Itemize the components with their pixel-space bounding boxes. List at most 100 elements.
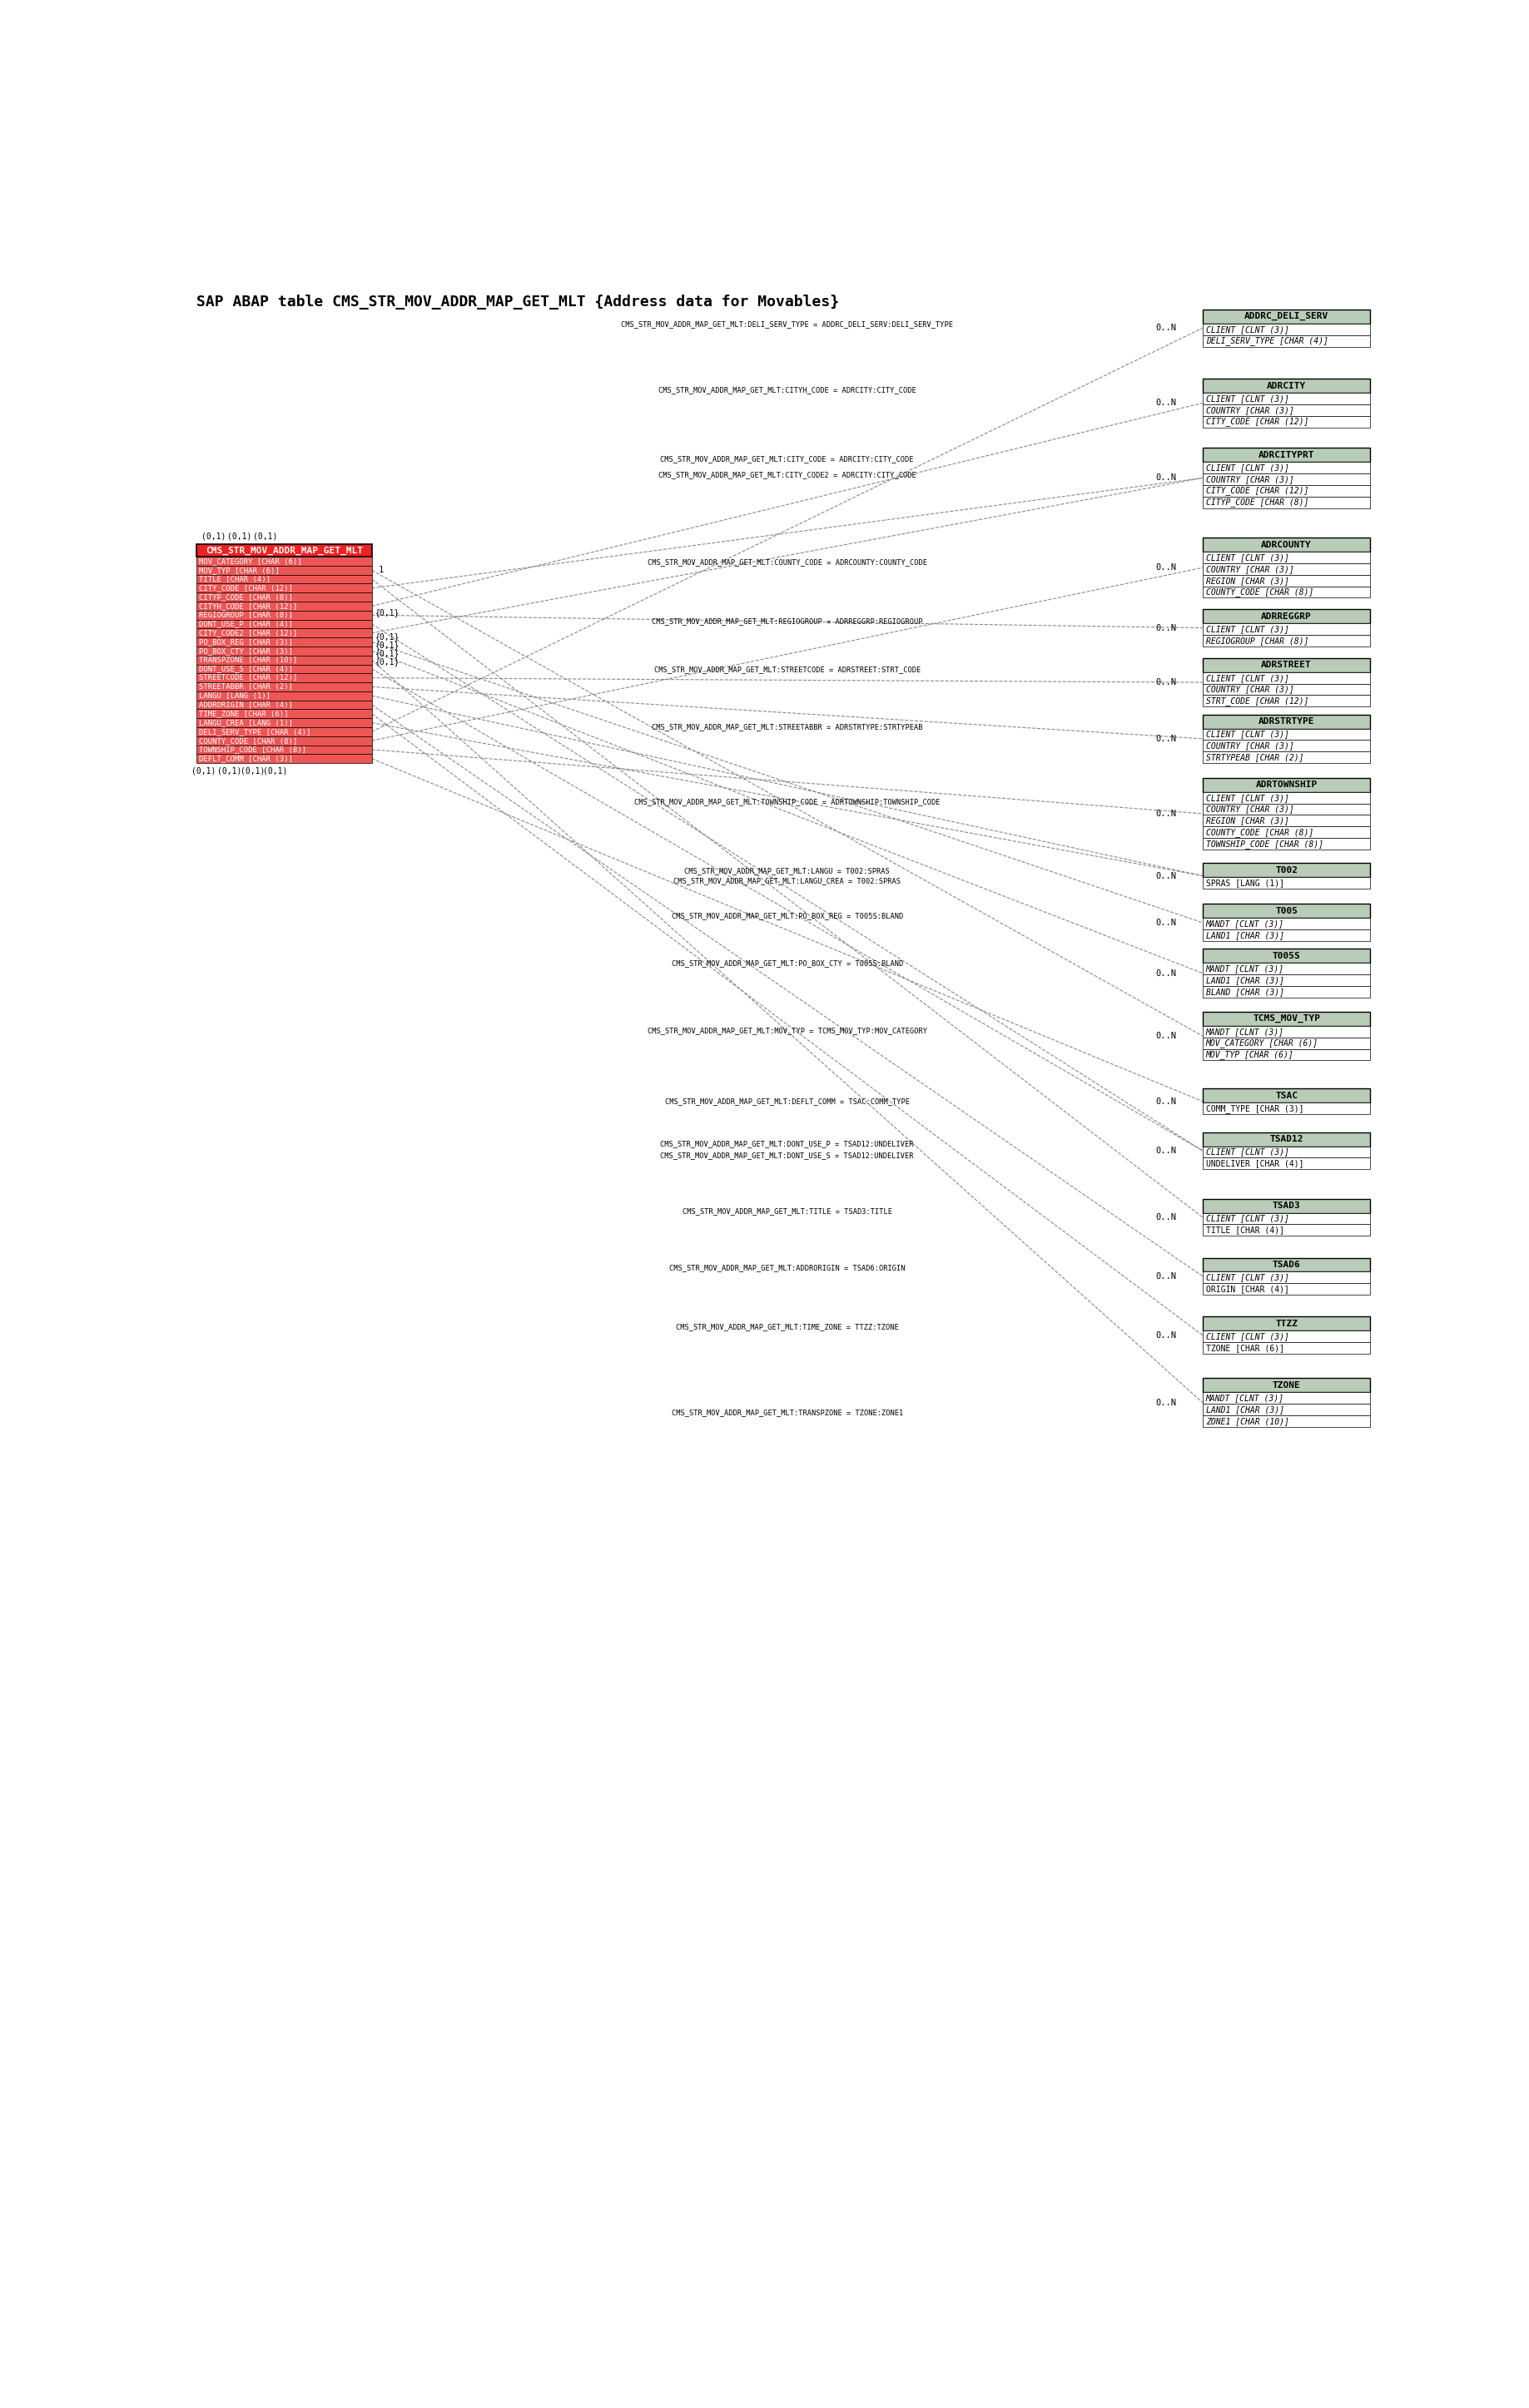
Text: CMS_STR_MOV_ADDR_MAP_GET_MLT:CITY_CODE = ADRCITY:CITY_CODE: CMS_STR_MOV_ADDR_MAP_GET_MLT:CITY_CODE =…: [661, 455, 914, 462]
Bar: [1203, 1214, 1370, 1223]
Text: MANDT [CLNT (3)]: MANDT [CLNT (3)]: [1206, 966, 1284, 973]
Text: 0..N: 0..N: [1156, 1214, 1177, 1221]
Bar: [196, 655, 372, 665]
Text: MANDT [CLNT (3)]: MANDT [CLNT (3)]: [1206, 920, 1284, 927]
Bar: [1203, 751, 1370, 763]
Text: TOWNSHIP_CODE [CHAR (8)]: TOWNSHIP_CODE [CHAR (8)]: [199, 746, 306, 754]
Text: CMS_STR_MOV_ADDR_MAP_GET_MLT:PO_BOX_CTY = T005S:BLAND: CMS_STR_MOV_ADDR_MAP_GET_MLT:PO_BOX_CTY …: [671, 958, 904, 966]
Text: ADRCOUNTY: ADRCOUNTY: [1261, 539, 1312, 549]
Text: TZONE [CHAR (6)]: TZONE [CHAR (6)]: [1206, 1344, 1284, 1353]
Text: REGIOGROUP [CHAR (8)]: REGIOGROUP [CHAR (8)]: [1206, 636, 1309, 645]
Bar: [1203, 496, 1370, 508]
Bar: [196, 674, 372, 681]
Text: ADDRORIGIN [CHAR (4)]: ADDRORIGIN [CHAR (4)]: [199, 701, 294, 708]
Bar: [1203, 696, 1370, 706]
Bar: [1203, 323, 1370, 335]
Text: MANDT [CLNT (3)]: MANDT [CLNT (3)]: [1206, 1028, 1284, 1035]
Bar: [196, 544, 372, 556]
Bar: [196, 556, 372, 566]
Text: CMS_STR_MOV_ADDR_MAP_GET_MLT:LANGU = T002:SPRAS: CMS_STR_MOV_ADDR_MAP_GET_MLT:LANGU = T00…: [685, 867, 890, 874]
Text: CLIENT [CLNT (3)]: CLIENT [CLNT (3)]: [1206, 395, 1289, 402]
Bar: [196, 576, 372, 583]
Bar: [1203, 949, 1370, 963]
Bar: [1203, 1103, 1370, 1115]
Bar: [196, 744, 372, 754]
Bar: [196, 754, 372, 763]
Bar: [1203, 417, 1370, 426]
Text: COMM_TYPE [CHAR (3)]: COMM_TYPE [CHAR (3)]: [1206, 1103, 1304, 1112]
Text: CLIENT [CLNT (3)]: CLIENT [CLNT (3)]: [1206, 1274, 1289, 1281]
Text: STREETCODE [CHAR (12)]: STREETCODE [CHAR (12)]: [199, 674, 297, 681]
Text: LANGU_CREA [LANG (1)]: LANGU_CREA [LANG (1)]: [199, 720, 294, 727]
Bar: [1203, 684, 1370, 696]
Text: COUNTY_CODE [CHAR (8)]: COUNTY_CODE [CHAR (8)]: [1206, 588, 1313, 597]
Text: T002: T002: [1275, 867, 1298, 874]
Bar: [196, 718, 372, 727]
Text: CMS_STR_MOV_ADDR_MAP_GET_MLT:DEFLT_COMM = TSAC:COMM_TYPE: CMS_STR_MOV_ADDR_MAP_GET_MLT:DEFLT_COMM …: [665, 1098, 910, 1105]
Text: CMS_STR_MOV_ADDR_MAP_GET_MLT:MOV_TYP = TCMS_MOV_TYP:MOV_CATEGORY: CMS_STR_MOV_ADDR_MAP_GET_MLT:MOV_TYP = T…: [647, 1028, 927, 1035]
Bar: [1203, 1271, 1370, 1283]
Text: CITYP_CODE [CHAR (8)]: CITYP_CODE [CHAR (8)]: [1206, 498, 1309, 506]
Text: TZONE: TZONE: [1272, 1382, 1301, 1389]
Bar: [1203, 1392, 1370, 1404]
Text: CITY_CODE [CHAR (12)]: CITY_CODE [CHAR (12)]: [199, 585, 294, 592]
Bar: [1203, 335, 1370, 347]
Bar: [1203, 551, 1370, 563]
Text: CLIENT [CLNT (3)]: CLIENT [CLNT (3)]: [1206, 465, 1289, 472]
Text: COUNTRY [CHAR (3)]: COUNTRY [CHAR (3)]: [1206, 804, 1294, 814]
Text: TCMS_MOV_TYP: TCMS_MOV_TYP: [1252, 1014, 1320, 1023]
Text: TTZZ: TTZZ: [1275, 1320, 1298, 1327]
Text: COUNTRY [CHAR (3)]: COUNTRY [CHAR (3)]: [1206, 742, 1294, 749]
Text: STREETABBR [CHAR (2)]: STREETABBR [CHAR (2)]: [199, 684, 294, 691]
Bar: [1203, 462, 1370, 474]
Text: {0,1}: {0,1}: [375, 631, 399, 641]
Text: T005: T005: [1275, 908, 1298, 915]
Text: SPRAS [LANG (1)]: SPRAS [LANG (1)]: [1206, 879, 1284, 886]
Text: (0,1): (0,1): [217, 766, 242, 775]
Text: MOV_CATEGORY [CHAR (6)]: MOV_CATEGORY [CHAR (6)]: [1206, 1038, 1318, 1047]
Bar: [1203, 657, 1370, 672]
Text: COUNTRY [CHAR (3)]: COUNTRY [CHAR (3)]: [1206, 686, 1294, 694]
Text: 0..N: 0..N: [1156, 1399, 1177, 1406]
Text: CMS_STR_MOV_ADDR_MAP_GET_MLT:TITLE = TSAD3:TITLE: CMS_STR_MOV_ADDR_MAP_GET_MLT:TITLE = TSA…: [682, 1209, 891, 1216]
Bar: [196, 619, 372, 628]
Text: 0..N: 0..N: [1156, 624, 1177, 631]
Bar: [1203, 624, 1370, 636]
Text: CMS_STR_MOV_ADDR_MAP_GET_MLT:CITYH_CODE = ADRCITY:CITY_CODE: CMS_STR_MOV_ADDR_MAP_GET_MLT:CITYH_CODE …: [659, 385, 916, 393]
Bar: [196, 638, 372, 645]
Text: (0,1): (0,1): [191, 766, 216, 775]
Text: TSAD12: TSAD12: [1269, 1134, 1303, 1144]
Text: STRTYPEAB [CHAR (2)]: STRTYPEAB [CHAR (2)]: [1206, 754, 1304, 761]
Bar: [1203, 576, 1370, 585]
Text: TSAD6: TSAD6: [1272, 1259, 1301, 1269]
Text: LAND1 [CHAR (3)]: LAND1 [CHAR (3)]: [1206, 975, 1284, 985]
Text: ADDRC_DELI_SERV: ADDRC_DELI_SERV: [1245, 313, 1329, 320]
Text: COUNTY_CODE [CHAR (8)]: COUNTY_CODE [CHAR (8)]: [199, 737, 297, 744]
Text: {0,1}: {0,1}: [375, 648, 399, 657]
Text: TOWNSHIP_CODE [CHAR (8)]: TOWNSHIP_CODE [CHAR (8)]: [1206, 840, 1323, 848]
Text: CLIENT [CLNT (3)]: CLIENT [CLNT (3)]: [1206, 325, 1289, 332]
Text: (0,1): (0,1): [202, 532, 226, 539]
Text: (0,1): (0,1): [263, 766, 287, 775]
Text: CMS_STR_MOV_ADDR_MAP_GET_MLT:PO_BOX_REG = T005S:BLAND: CMS_STR_MOV_ADDR_MAP_GET_MLT:PO_BOX_REG …: [671, 913, 904, 920]
Text: CLIENT [CLNT (3)]: CLIENT [CLNT (3)]: [1206, 730, 1289, 739]
Text: CLIENT [CLNT (3)]: CLIENT [CLNT (3)]: [1206, 1332, 1289, 1341]
Text: CLIENT [CLNT (3)]: CLIENT [CLNT (3)]: [1206, 1214, 1289, 1223]
Text: 0..N: 0..N: [1156, 563, 1177, 571]
Bar: [1203, 814, 1370, 826]
Bar: [1203, 792, 1370, 804]
Bar: [196, 691, 372, 701]
Text: ADRSTREET: ADRSTREET: [1261, 660, 1312, 669]
Text: ADRSTRTYPE: ADRSTRTYPE: [1258, 718, 1315, 725]
Text: MOV_CATEGORY [CHAR (6)]: MOV_CATEGORY [CHAR (6)]: [199, 559, 301, 566]
Bar: [1203, 636, 1370, 645]
Bar: [196, 701, 372, 710]
Bar: [1203, 378, 1370, 393]
Text: MANDT [CLNT (3)]: MANDT [CLNT (3)]: [1206, 1394, 1284, 1401]
Text: UNDELIVER [CHAR (4)]: UNDELIVER [CHAR (4)]: [1206, 1158, 1304, 1168]
Bar: [1203, 393, 1370, 405]
Text: CITY_CODE [CHAR (12)]: CITY_CODE [CHAR (12)]: [1206, 486, 1309, 496]
Text: ADRREGGRP: ADRREGGRP: [1261, 612, 1312, 621]
Text: CMS_STR_MOV_ADDR_MAP_GET_MLT:TIME_ZONE = TTZZ:TZONE: CMS_STR_MOV_ADDR_MAP_GET_MLT:TIME_ZONE =…: [676, 1322, 899, 1332]
Text: DEFLT_COMM [CHAR (3)]: DEFLT_COMM [CHAR (3)]: [199, 754, 294, 763]
